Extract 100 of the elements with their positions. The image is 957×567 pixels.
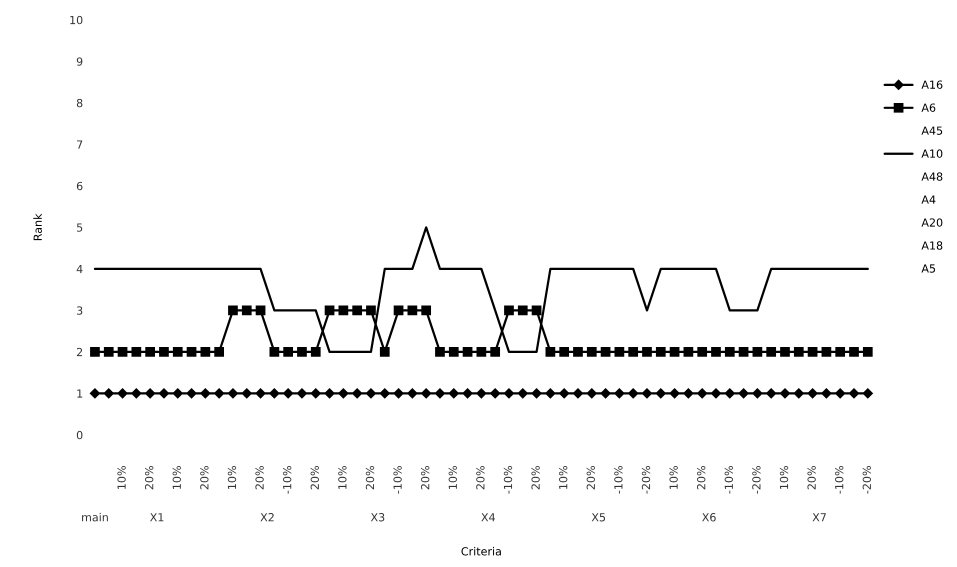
point	[546, 347, 556, 357]
point	[808, 347, 818, 357]
text: A5	[921, 264, 936, 273]
point	[669, 388, 680, 398]
x-tick-label: 10%	[669, 466, 678, 489]
x-tick-label: 10%	[172, 466, 181, 489]
point	[476, 347, 486, 357]
point	[131, 388, 142, 398]
point	[462, 347, 472, 357]
x-tick-label: 10%	[780, 466, 788, 489]
point	[504, 306, 514, 316]
point	[366, 388, 376, 398]
point	[586, 388, 597, 398]
x-tick-label: 20%	[807, 466, 816, 490]
point	[421, 306, 432, 316]
text: X1	[150, 513, 164, 522]
point	[684, 347, 694, 357]
point	[724, 388, 735, 398]
y-tick-label: 10	[70, 16, 82, 24]
point	[462, 388, 473, 398]
point	[324, 388, 335, 398]
point	[158, 388, 170, 398]
point	[104, 388, 114, 398]
point	[532, 306, 542, 316]
x-tick-label: 10%	[558, 466, 568, 489]
point	[724, 347, 735, 357]
x-tick-label: 20%	[586, 466, 596, 490]
x-tick-label: 10%	[448, 466, 457, 489]
point	[518, 306, 528, 316]
point	[697, 388, 708, 398]
text: X2	[260, 513, 274, 522]
point	[242, 306, 252, 316]
point	[407, 388, 418, 398]
point	[849, 347, 859, 357]
point	[200, 388, 210, 398]
point	[835, 347, 846, 357]
point	[214, 347, 224, 357]
x-tick-label: 20%	[476, 466, 485, 490]
legend-label: A6	[921, 103, 936, 112]
point	[283, 388, 294, 398]
point	[255, 388, 266, 398]
text: X4	[481, 513, 495, 522]
point	[821, 388, 832, 398]
point	[104, 347, 114, 357]
x-tick-label: 20%	[420, 466, 430, 490]
point	[642, 388, 652, 398]
point	[545, 388, 556, 398]
point	[172, 388, 183, 398]
x-tick-label: 20%	[531, 466, 540, 490]
legend-label: A16	[921, 80, 942, 89]
point	[380, 347, 390, 357]
point	[324, 306, 334, 316]
point	[794, 347, 804, 357]
text: X7	[812, 513, 826, 522]
point	[172, 347, 183, 357]
text: X5	[592, 513, 606, 522]
point	[862, 347, 873, 357]
y-axis-title: Rank	[33, 214, 42, 240]
text: A48	[921, 172, 942, 181]
x-tick-label: -10%	[614, 466, 623, 494]
point	[214, 388, 224, 398]
point	[296, 388, 308, 398]
text: A4	[921, 196, 936, 204]
point	[394, 306, 404, 316]
point	[490, 388, 500, 398]
point	[711, 347, 721, 357]
point	[200, 347, 210, 357]
text: A18	[921, 241, 942, 250]
point	[822, 347, 832, 357]
point	[352, 306, 362, 316]
x-tick-label: -20%	[752, 466, 761, 494]
point	[600, 347, 610, 357]
point	[352, 388, 362, 398]
text: X6	[702, 513, 716, 522]
y-tick-label: 5	[76, 223, 82, 232]
point	[614, 347, 624, 357]
point	[242, 388, 252, 398]
point	[408, 306, 418, 316]
text: A45	[921, 126, 942, 135]
line-series	[94, 226, 869, 353]
point	[145, 388, 156, 398]
point	[697, 347, 708, 357]
point	[90, 347, 100, 357]
point	[656, 388, 666, 398]
point	[710, 388, 722, 398]
point	[131, 347, 142, 357]
point	[670, 347, 680, 357]
point	[518, 388, 528, 398]
x-tick-label: 20%	[255, 466, 264, 490]
x-tick-label: -10%	[282, 466, 292, 494]
point	[572, 388, 584, 398]
point	[159, 347, 169, 357]
point	[780, 388, 790, 398]
point	[338, 388, 348, 398]
y-tick-label: 4	[76, 264, 83, 274]
x-tick-label: -10%	[724, 466, 734, 494]
x-tick-label: -10%	[835, 466, 844, 494]
x-tick-label: -10%	[393, 466, 402, 494]
point	[435, 347, 445, 357]
point	[283, 347, 294, 357]
